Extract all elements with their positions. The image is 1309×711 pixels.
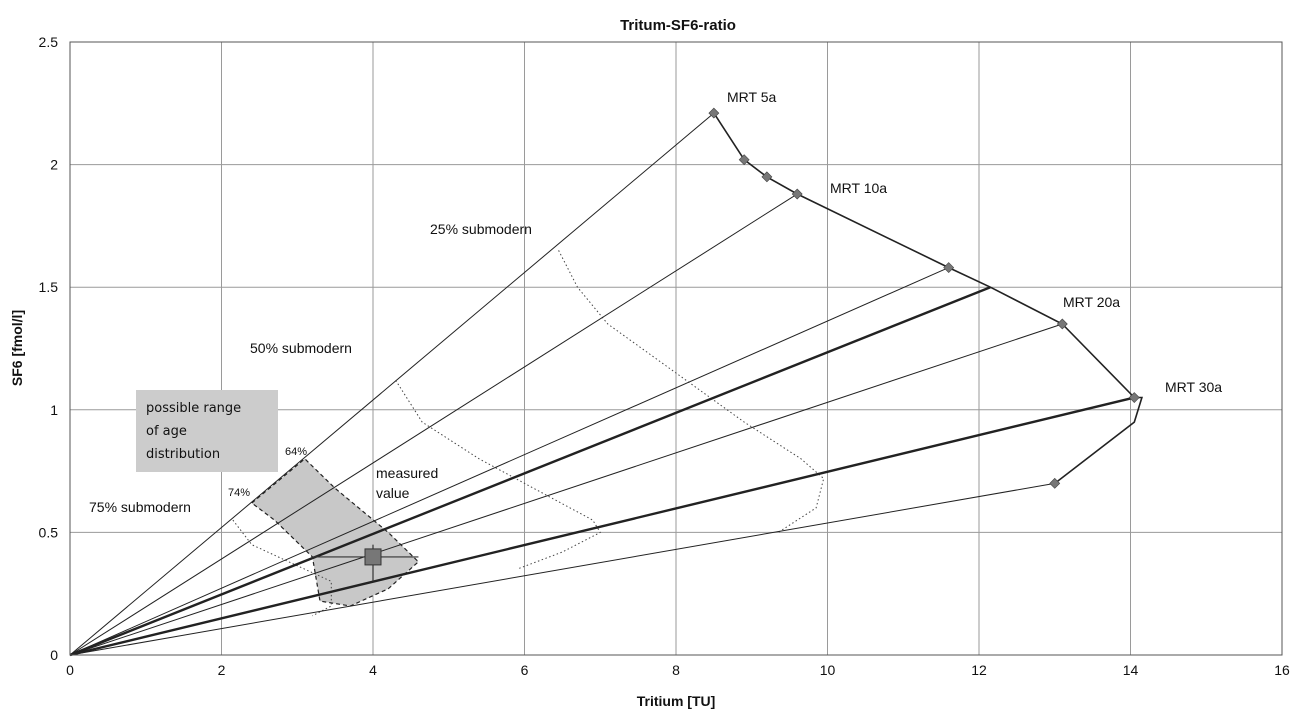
mrt-marker-1 <box>708 107 720 119</box>
mrt-marker-3 <box>761 171 773 183</box>
mrt-marker-2 <box>738 154 750 166</box>
ray-1 <box>69 112 715 656</box>
age-range-region <box>250 457 420 607</box>
y-tick-label-4: 2 <box>50 157 58 173</box>
y-tick-label-0: 0 <box>50 647 58 663</box>
ray-3 <box>69 267 949 656</box>
y-axis-title: SF6 [fmol/l] <box>9 310 25 386</box>
chart-title: Tritum-SF6-ratio <box>620 17 736 34</box>
contour-1 <box>558 250 825 533</box>
x-tick-label-3: 6 <box>521 662 529 678</box>
label-74-percent: 74% <box>228 487 250 499</box>
range-box-line-3: distribution <box>146 447 220 462</box>
label-measured-line-1: measured <box>376 465 438 481</box>
range-box-line-2: of age <box>146 424 187 439</box>
label-mrt-10a: MRT 10a <box>830 180 887 196</box>
ray-7 <box>69 482 1055 656</box>
label-75-submodern: 75% submodern <box>89 499 191 515</box>
x-tick-label-6: 12 <box>971 662 987 678</box>
axes: 0 2 4 6 8 10 12 14 16 0 0.5 1 1.5 2 2.5 <box>39 34 1290 678</box>
label-mrt-30a: MRT 30a <box>1165 379 1222 395</box>
label-measured-line-2: value <box>376 485 410 501</box>
ray-2 <box>69 193 798 656</box>
measured-point <box>364 548 382 566</box>
ray-6 <box>69 396 1135 657</box>
mrt-marker-6 <box>1056 318 1068 330</box>
mrt-marker-7 <box>1128 392 1140 403</box>
ray-4 <box>69 286 991 657</box>
y-tick-label-2: 1 <box>50 402 58 418</box>
measured-value-marker <box>312 544 419 582</box>
x-tick-label-1: 2 <box>218 662 226 678</box>
x-axis-title: Tritium [TU] <box>637 693 716 709</box>
ray-5 <box>69 323 1063 656</box>
y-tick-label-3: 1.5 <box>39 279 59 295</box>
x-tick-label-2: 4 <box>369 662 377 678</box>
mixing-rays <box>69 112 1135 657</box>
mrt-marker-8 <box>1049 477 1061 489</box>
mrt-marker-4 <box>791 188 803 200</box>
x-tick-label-0: 0 <box>66 662 74 678</box>
range-box-line-1: possible range <box>146 401 241 416</box>
x-tick-label-8: 16 <box>1274 662 1290 678</box>
label-50-submodern: 50% submodern <box>250 340 352 356</box>
label-64-percent: 64% <box>285 446 307 458</box>
range-region-shape <box>250 457 420 607</box>
x-tick-label-5: 10 <box>820 662 836 678</box>
contour-2 <box>395 380 602 570</box>
x-tick-label-7: 14 <box>1123 662 1139 678</box>
mrt-curve-line <box>713 112 1143 485</box>
mrt-series <box>708 107 1143 489</box>
y-tick-label-1: 0.5 <box>39 524 59 540</box>
mrt-marker-5 <box>943 262 955 274</box>
plot-frame <box>69 41 1283 656</box>
submodern-contours <box>232 250 825 617</box>
label-25-submodern: 25% submodern <box>430 221 532 237</box>
label-mrt-5a: MRT 5a <box>727 89 776 105</box>
y-tick-label-5: 2.5 <box>39 34 59 50</box>
x-tick-label-4: 8 <box>672 662 680 678</box>
label-mrt-20a: MRT 20a <box>1063 294 1120 310</box>
range-box <box>136 390 278 472</box>
